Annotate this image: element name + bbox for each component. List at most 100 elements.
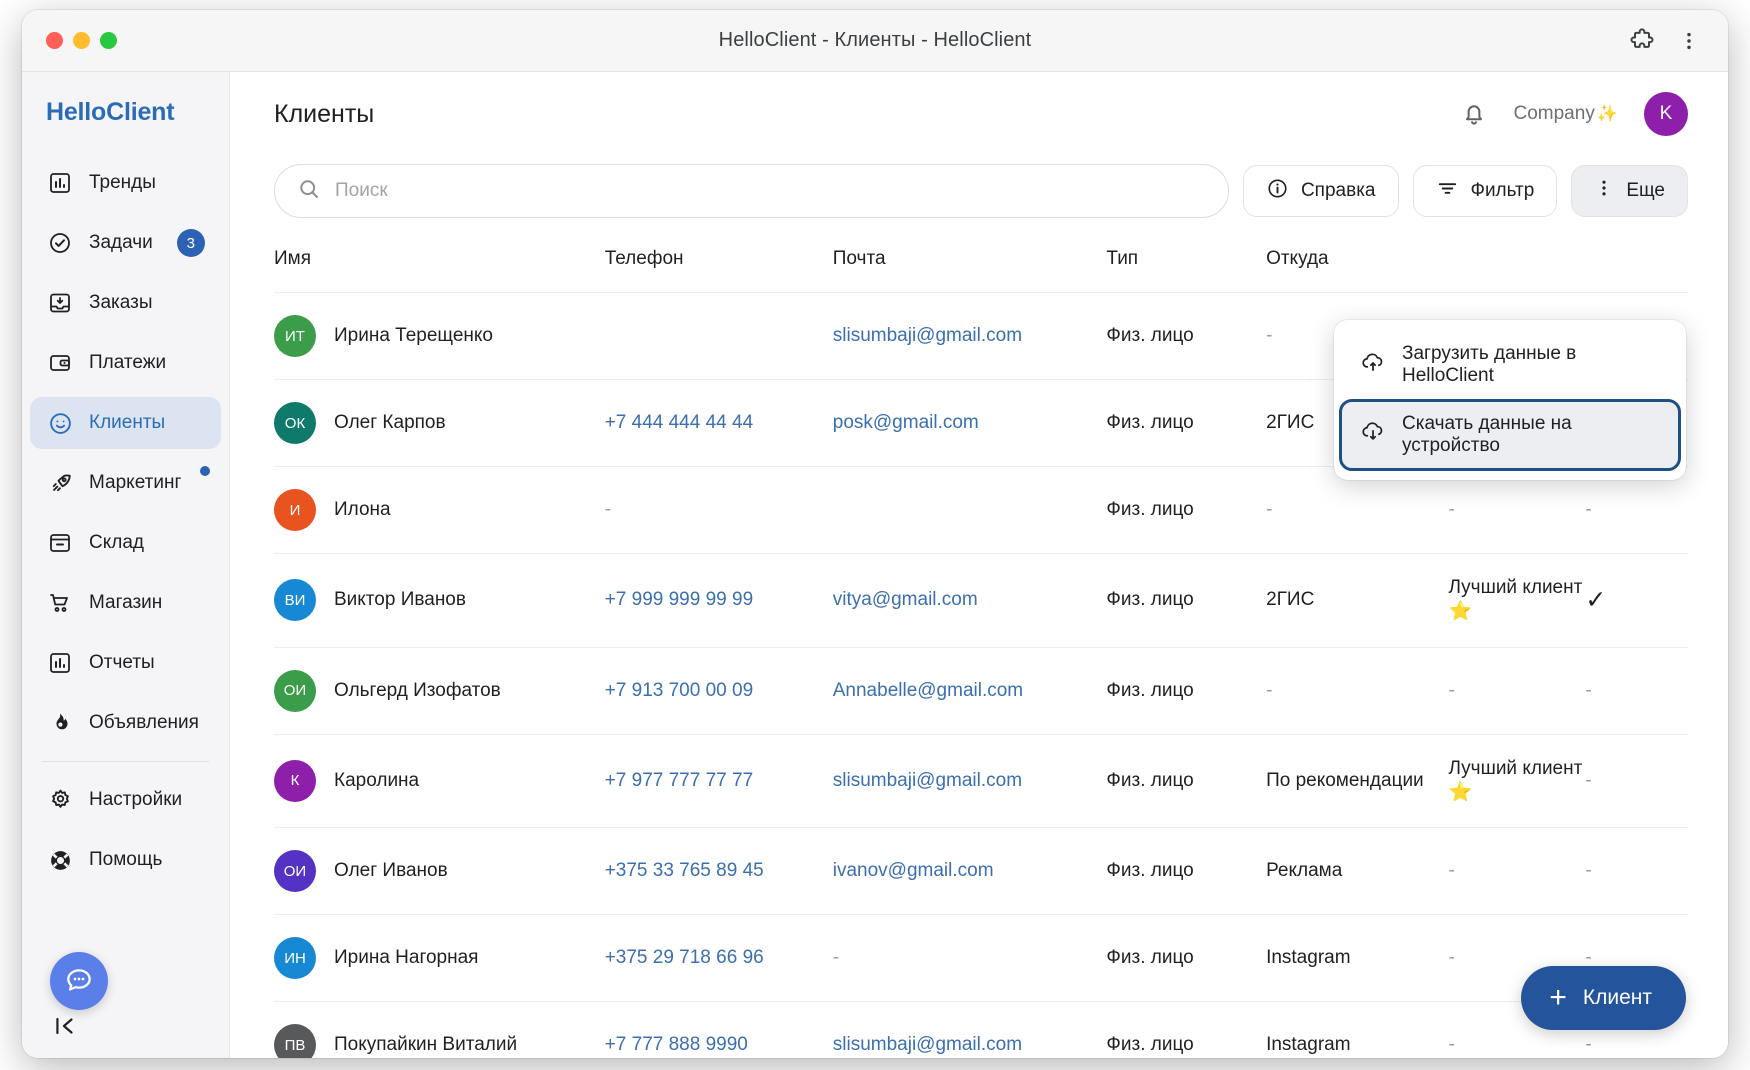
- column-header-name[interactable]: Имя: [274, 240, 605, 293]
- cell-email[interactable]: [832, 466, 1107, 554]
- cell-phone[interactable]: [604, 292, 833, 380]
- client-name: Илона: [334, 499, 391, 520]
- sidebar-item-reports[interactable]: Отчеты: [30, 637, 221, 689]
- sidebar-item-marketing[interactable]: Маркетинг: [30, 457, 221, 509]
- client-name: Ольгерд Изофатов: [334, 679, 501, 701]
- check-icon: ✓: [1585, 553, 1688, 648]
- client-avatar: И: [274, 489, 316, 531]
- more-button[interactable]: Еще: [1571, 165, 1688, 217]
- cell-phone[interactable]: +375 29 718 66 96: [604, 914, 833, 1003]
- minimize-window-button[interactable]: [73, 32, 90, 49]
- sidebar-item-warehouse[interactable]: Склад: [30, 517, 221, 569]
- client-name: Ирина Нагорная: [334, 947, 479, 969]
- cell-phone[interactable]: +7 999 999 99 99: [604, 553, 833, 648]
- cell-phone[interactable]: +375 33 765 89 45: [604, 827, 833, 916]
- sidebar-item-clients[interactable]: Клиенты: [30, 397, 221, 449]
- sidebar-item-orders[interactable]: Заказы: [30, 277, 221, 329]
- search-input[interactable]: [335, 180, 1206, 202]
- best-client-label: Лучший клиент: [1448, 757, 1583, 779]
- cell-name: К Каролина: [274, 734, 605, 829]
- client-name: Олег Карпов: [334, 412, 446, 433]
- table-row[interactable]: ОИ Олег Иванов +375 33 765 89 45 ivanov@gma…: [274, 827, 1688, 916]
- filter-button[interactable]: Фильтр: [1412, 165, 1558, 217]
- column-header-source[interactable]: Откуда: [1266, 240, 1449, 293]
- tasks-badge: 3: [176, 229, 205, 257]
- table-row[interactable]: И Илона - Физ. лицо - - -: [274, 466, 1688, 554]
- sidebar-item-payments[interactable]: Платежи: [30, 337, 221, 389]
- column-header-check[interactable]: [1585, 240, 1688, 293]
- sidebar: HelloClient Тренды: [22, 72, 230, 1058]
- menu-item-upload[interactable]: Загрузить данные в HelloClient: [1340, 330, 1680, 400]
- cell-name: ОК Олег Карпов: [274, 379, 605, 467]
- cell-phone[interactable]: +7 977 777 77 77: [604, 734, 833, 829]
- cell-tag: -: [1448, 827, 1586, 916]
- add-client-label: Клиент: [1582, 986, 1652, 1009]
- client-avatar: ОИ: [274, 669, 316, 712]
- extensions-icon[interactable]: [1628, 27, 1656, 55]
- table-row[interactable]: ИН Ирина Нагорная +375 29 718 66 96- Физ. л…: [274, 914, 1688, 1003]
- cell-email[interactable]: Annabelle@gmail.com: [832, 647, 1107, 735]
- filter-button-label: Фильтр: [1470, 180, 1535, 201]
- sidebar-item-label: Заказы: [89, 292, 153, 313]
- sidebar-item-tasks[interactable]: Задачи 3: [30, 217, 221, 269]
- cell-email[interactable]: slisumbaji@gmail.com: [832, 1001, 1107, 1058]
- bell-icon[interactable]: [1460, 100, 1488, 128]
- page-title: Клиенты: [274, 99, 375, 128]
- sidebar-item-trends[interactable]: Тренды: [30, 157, 221, 209]
- window-title: HelloClient - Клиенты - HelloClient: [718, 29, 1032, 51]
- table-header: Имя Телефон Почта Тип Откуда: [274, 240, 1688, 293]
- table-row[interactable]: К Каролина +7 977 777 77 77 slisumbaji@gmai…: [274, 734, 1688, 829]
- content-header: Клиенты Company ✨ K: [230, 72, 1728, 156]
- cell-email[interactable]: ivanov@gmail.com: [832, 827, 1107, 916]
- search-box[interactable]: [274, 164, 1229, 218]
- sidebar-item-shop[interactable]: Магазин: [30, 577, 221, 629]
- more-dropdown-menu: Загрузить данные в HelloClient Скачать д…: [1334, 320, 1686, 480]
- cell-check: -: [1585, 734, 1688, 829]
- help-button[interactable]: Справка: [1242, 165, 1399, 217]
- sidebar-item-label: Задачи: [89, 232, 153, 253]
- cell-phone[interactable]: +7 444 444 44 44: [604, 379, 833, 467]
- cell-email[interactable]: vitya@gmail.com: [832, 553, 1107, 648]
- sidebar-item-help[interactable]: Помощь: [30, 834, 221, 886]
- column-header-tag[interactable]: [1448, 240, 1586, 293]
- cell-check: -: [1585, 647, 1688, 735]
- cell-phone[interactable]: +7 777 888 9990: [604, 1001, 833, 1058]
- sidebar-item-settings[interactable]: Настройки: [30, 774, 221, 826]
- table-row[interactable]: ОИ Ольгерд Изофатов +7 913 700 00 09 Annabe…: [274, 647, 1688, 735]
- company-name-wrap[interactable]: Company ✨: [1514, 103, 1619, 125]
- sparkle-icon: ✨: [1596, 104, 1618, 123]
- add-client-button[interactable]: + Клиент: [1521, 966, 1686, 1030]
- sidebar-item-announcements[interactable]: Объявления: [30, 697, 221, 749]
- table-row[interactable]: ВИ Виктор Иванов +7 999 999 99 99 vitya@gma…: [274, 553, 1688, 648]
- cell-email[interactable]: slisumbaji@gmail.com: [832, 734, 1107, 829]
- chat-bubble-icon[interactable]: [50, 952, 108, 1010]
- cell-phone[interactable]: -: [604, 466, 833, 554]
- column-header-type[interactable]: Тип: [1106, 240, 1267, 293]
- window-controls[interactable]: [46, 32, 117, 49]
- cell-tag: -: [1448, 466, 1586, 554]
- column-header-email[interactable]: Почта: [832, 240, 1107, 293]
- avatar[interactable]: K: [1644, 92, 1688, 136]
- cell-source: 2ГИС: [1266, 553, 1449, 648]
- cell-email[interactable]: slisumbaji@gmail.com: [832, 292, 1107, 380]
- cell-email[interactable]: -: [832, 914, 1107, 1003]
- menu-item-download[interactable]: Скачать данные на устройство: [1339, 399, 1681, 471]
- column-header-phone[interactable]: Телефон: [604, 240, 833, 293]
- close-window-button[interactable]: [46, 32, 63, 49]
- brand-logo[interactable]: HelloClient: [46, 98, 175, 126]
- star-icon: ⭐: [1448, 781, 1473, 803]
- cell-email[interactable]: posk@gmail.com: [832, 379, 1107, 467]
- cell-phone[interactable]: +7 913 700 00 09: [604, 647, 833, 735]
- cell-source: Реклама: [1266, 827, 1449, 916]
- title-bar: HelloClient - Клиенты - HelloClient: [22, 10, 1728, 72]
- cell-tag: -: [1448, 647, 1586, 735]
- cell-source: По рекомендации: [1266, 734, 1449, 829]
- maximize-window-button[interactable]: [100, 32, 117, 49]
- table-row[interactable]: ПВ Покупайкин Виталий +7 777 888 9990 slisu…: [274, 1001, 1688, 1058]
- help-button-label: Справка: [1300, 180, 1376, 201]
- browser-kebab-menu-icon[interactable]: [1678, 28, 1700, 54]
- cell-name: ИН Ирина Нагорная: [274, 914, 605, 1003]
- plus-icon: +: [1549, 981, 1567, 1014]
- collapse-left-icon[interactable]: [52, 1013, 78, 1044]
- cell-name: ИТ Ирина Терещенко: [274, 292, 605, 380]
